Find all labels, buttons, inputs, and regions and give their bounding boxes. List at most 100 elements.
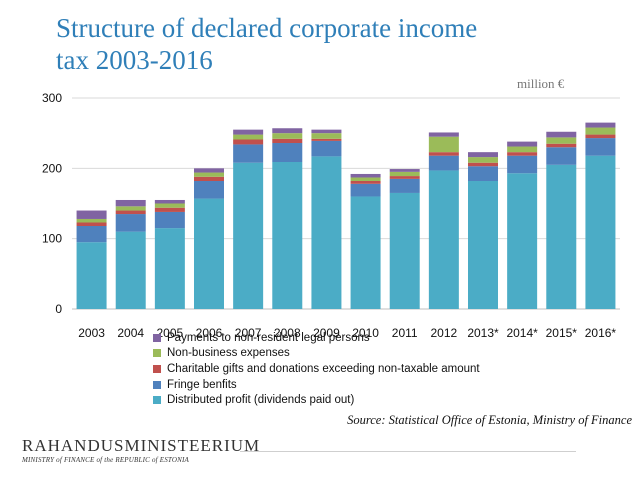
bar-segment-2005-s0 — [154, 228, 185, 309]
x-tick-label: 2016* — [585, 326, 617, 340]
x-tick-label: 2008 — [274, 326, 301, 340]
x-tick-label: 2015* — [546, 326, 578, 340]
bar-segment-2009-s4 — [311, 129, 342, 134]
legend-item: Fringe benfits — [153, 377, 480, 393]
y-tick-label: 200 — [42, 161, 62, 175]
x-tick-label: 2007 — [235, 326, 262, 340]
bar-segment-2004-s2 — [115, 210, 146, 215]
bar-segment-2008-s0 — [272, 162, 303, 309]
legend-item: Payments to non-resident legal persons — [153, 330, 480, 346]
bar-segment-2010-s4 — [350, 173, 381, 178]
legend-label: Payments to non-resident legal persons — [167, 331, 370, 344]
bar-segment-2013-s2 — [468, 162, 498, 167]
legend-item: Charitable gifts and donations exceeding… — [153, 361, 480, 377]
bar-segment-2012-s2 — [428, 152, 459, 156]
bar-segment-2005-s3 — [154, 203, 185, 208]
x-tick-label: 2009 — [313, 326, 340, 340]
y-tick-label: 300 — [42, 91, 62, 105]
legend-swatch — [153, 364, 161, 373]
bar-segment-2009-s3 — [311, 133, 342, 139]
x-tick-label: 2004 — [117, 326, 144, 340]
bar-segment-2014-s3 — [507, 146, 538, 153]
bar-segment-2006-s4 — [194, 168, 224, 173]
bar-segment-2015-s3 — [546, 137, 577, 144]
title-line-2: tax 2003-2016 — [56, 45, 213, 75]
bar-segment-2012-s4 — [428, 132, 459, 137]
x-tick-label: 2003 — [78, 326, 105, 340]
bar-segment-2016-s4 — [585, 122, 616, 128]
x-tick-label: 2012 — [431, 326, 458, 340]
bar-segment-2011-s2 — [389, 176, 420, 179]
bar-segment-2012-s3 — [428, 136, 459, 153]
title-line-1: Structure of declared corporate income — [56, 13, 478, 43]
bar-segment-2011-s4 — [389, 169, 420, 172]
bar-segment-2006-s1 — [194, 180, 224, 199]
bar-segment-2010-s1 — [350, 183, 381, 197]
ministry-subtitle: MINISTRY of FINANCE of the REPUBLIC of E… — [22, 456, 190, 464]
x-tick-label: 2005 — [157, 326, 184, 340]
footer-divider — [240, 451, 576, 452]
bar-segment-2003-s1 — [76, 226, 107, 243]
bar-segment-2004-s4 — [115, 199, 146, 207]
bar-segment-2014-s1 — [507, 155, 538, 174]
legend-swatch — [153, 333, 161, 342]
bar-segment-2012-s0 — [428, 170, 459, 309]
bar-segment-2009-s0 — [311, 156, 342, 309]
bar-segment-2005-s1 — [154, 211, 185, 229]
bar-segment-2008-s3 — [272, 133, 303, 139]
bar-segment-2008-s1 — [272, 143, 303, 163]
bar-segment-2011-s1 — [389, 178, 420, 193]
bar-segment-2016-s0 — [585, 155, 616, 309]
x-tick-label: 2006 — [196, 326, 223, 340]
bar-segment-2008-s4 — [272, 128, 303, 134]
bar-segment-2013-s1 — [468, 166, 498, 181]
bar-segment-2003-s3 — [76, 218, 107, 223]
bar-segment-2010-s0 — [350, 196, 381, 309]
bar-segment-2005-s2 — [154, 207, 185, 212]
bar-segment-2008-s2 — [272, 138, 303, 144]
bar-segment-2009-s2 — [311, 138, 342, 141]
ministry-name: RAHANDUSMINISTEERIUM — [22, 436, 261, 455]
bar-segment-2016-s3 — [585, 127, 616, 135]
bar-segment-2007-s0 — [233, 162, 264, 309]
x-tick-label: 2010 — [352, 326, 379, 340]
legend-swatch — [153, 396, 161, 405]
legend-item: Non-business expenses — [153, 346, 480, 362]
x-tick-label: 2013* — [467, 326, 499, 340]
bar-segment-2003-s2 — [76, 222, 107, 227]
x-tick-label: 2011 — [392, 326, 418, 340]
bar-segment-2006-s0 — [194, 198, 224, 309]
ministry-logo: RAHANDUSMINISTEERIUM MINISTRY of FINANCE… — [22, 436, 261, 465]
bar-segment-2011-s0 — [389, 192, 420, 309]
bar-segment-2003-s0 — [76, 242, 107, 309]
bar-segment-2007-s4 — [233, 129, 264, 135]
bar-segment-2004-s1 — [115, 214, 146, 232]
bar-segment-2007-s2 — [233, 139, 264, 145]
bar-segment-2013-s3 — [468, 157, 498, 163]
legend-swatch — [153, 349, 161, 358]
bar-segment-2004-s0 — [115, 231, 146, 309]
bar-segment-2015-s4 — [546, 131, 577, 138]
bar-segment-2010-s3 — [350, 177, 381, 181]
bar-segment-2012-s1 — [428, 155, 459, 171]
bar-segment-2010-s2 — [350, 180, 381, 184]
bar-segment-2004-s3 — [115, 206, 146, 211]
source-note: Source: Statistical Office of Estonia, M… — [347, 413, 632, 427]
bar-segment-2015-s2 — [546, 143, 577, 148]
bar-segment-2006-s3 — [194, 172, 224, 177]
chart-title: Structure of declared corporate income t… — [56, 12, 576, 76]
bar-segment-2003-s4 — [76, 210, 107, 219]
bar-segment-2014-s2 — [507, 152, 538, 156]
bar-segment-2013-s0 — [468, 180, 498, 309]
legend-label: Distributed profit (dividends paid out) — [167, 394, 355, 407]
bar-segment-2007-s1 — [233, 144, 264, 163]
bar-segment-2014-s4 — [507, 141, 538, 147]
bar-segment-2016-s2 — [585, 134, 616, 139]
y-tick-label: 0 — [55, 302, 62, 316]
bar-segment-2013-s4 — [468, 152, 498, 158]
unit-label: million € — [517, 76, 565, 91]
legend-label: Non-business expenses — [167, 347, 290, 360]
legend-item: Distributed profit (dividends paid out) — [153, 392, 480, 408]
x-tick-label: 2014* — [506, 326, 538, 340]
